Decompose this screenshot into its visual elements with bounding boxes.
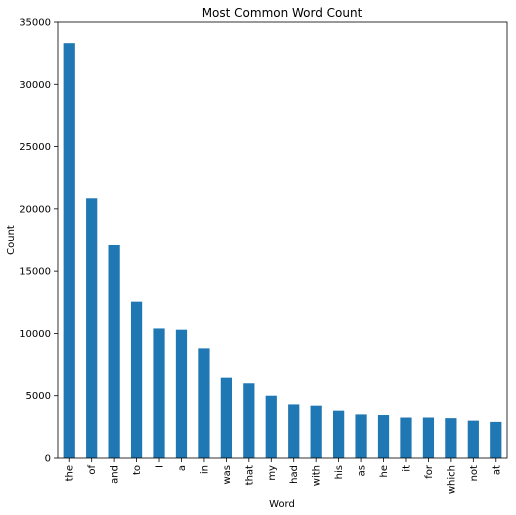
- bar-had: [288, 404, 300, 458]
- bar-a: [175, 329, 188, 458]
- y-tick-label: 5000: [26, 391, 51, 402]
- bar-at: [490, 421, 502, 458]
- bar-my: [265, 395, 277, 458]
- x-tick-label: for: [424, 464, 435, 479]
- bar-for: [422, 417, 435, 458]
- x-tick-label: a: [177, 465, 188, 471]
- bar-the: [63, 43, 75, 458]
- x-tick-label: in: [199, 465, 210, 474]
- y-tick-label: 0: [45, 454, 51, 465]
- bar-I: [153, 328, 165, 458]
- bar-was: [220, 377, 232, 458]
- x-tick-label: the: [65, 465, 76, 481]
- x-tick-label: was: [222, 465, 233, 485]
- x-tick-label: of: [87, 465, 98, 475]
- x-tick-label: which: [446, 465, 457, 494]
- x-axis-title: Word: [269, 499, 295, 510]
- x-tick-label: and: [110, 465, 121, 484]
- bar-not: [467, 420, 479, 458]
- y-tick-label: 10000: [19, 329, 51, 340]
- bar-that: [243, 383, 255, 458]
- x-tick-label: my: [267, 465, 278, 481]
- y-axis-title: Count: [6, 225, 17, 255]
- y-tick-label: 20000: [19, 204, 51, 215]
- x-tick-label: at: [491, 465, 502, 475]
- y-tick-label: 15000: [19, 267, 51, 278]
- x-tick-label: that: [244, 465, 255, 485]
- x-tick-label: not: [469, 465, 480, 481]
- x-tick-label: he: [379, 465, 390, 478]
- x-tick-label: as: [357, 465, 368, 476]
- y-tick-label: 25000: [19, 142, 51, 153]
- bar-to: [130, 301, 143, 458]
- plot-frame: [57, 21, 508, 459]
- x-tick-label: I: [155, 465, 166, 468]
- bar-he: [377, 415, 390, 458]
- x-tick-label: it: [401, 465, 412, 472]
- bar-as: [355, 414, 367, 458]
- x-tick-label: his: [334, 465, 345, 479]
- bar-of: [86, 198, 98, 459]
- bar-in: [198, 348, 210, 458]
- x-tick-label: with: [312, 465, 323, 486]
- bar-which: [445, 418, 457, 458]
- y-axis-ticks: 0 5000 10000 15000 20000 25000 30000 35000: [19, 18, 58, 465]
- bar-his: [333, 410, 345, 458]
- chart-title: Most Common Word Count: [202, 6, 363, 20]
- bars: [63, 43, 502, 459]
- bar-with: [310, 405, 322, 458]
- x-tick-label: to: [132, 465, 143, 475]
- x-tick-label: had: [289, 465, 300, 484]
- bar-it: [400, 417, 412, 458]
- y-tick-label: 35000: [19, 18, 51, 29]
- bar-and: [108, 244, 120, 458]
- y-tick-label: 30000: [19, 80, 51, 91]
